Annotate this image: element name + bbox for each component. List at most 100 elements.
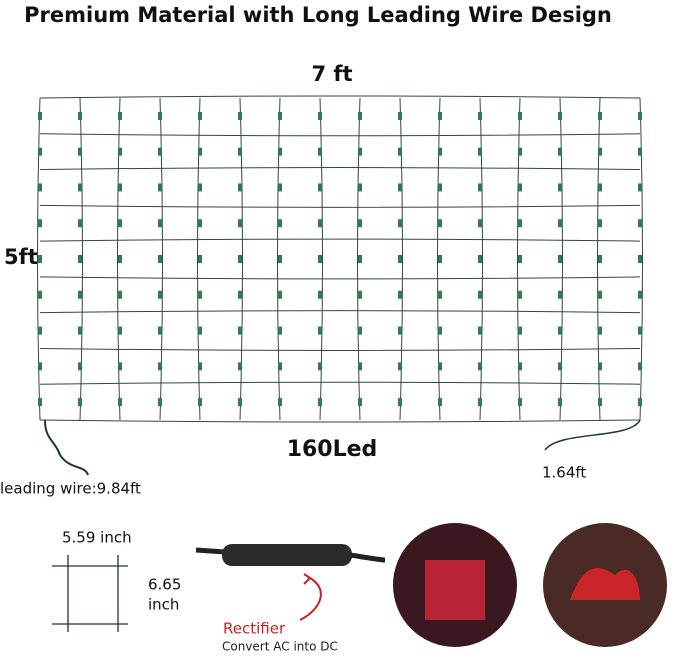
led-bulb <box>318 290 322 299</box>
led-bulb <box>558 111 562 120</box>
led-bulb <box>358 111 362 120</box>
led-bulb <box>398 255 402 263</box>
led-bulb <box>78 219 82 228</box>
led-bulb <box>398 290 402 299</box>
led-bulb <box>598 398 602 407</box>
net-wire <box>39 238 641 242</box>
led-bulb <box>478 111 482 120</box>
net-wire <box>639 97 643 421</box>
photo-camel-lights <box>570 567 640 600</box>
led-bulb <box>158 147 162 156</box>
net-wire <box>437 97 441 421</box>
led-bulb <box>238 111 242 120</box>
led-bulb <box>638 326 642 335</box>
led-bulb <box>558 398 562 407</box>
led-bulb <box>518 255 522 263</box>
net-wire <box>159 97 163 421</box>
led-bulb <box>358 398 362 407</box>
net-wire <box>239 97 243 421</box>
led-bulb <box>438 183 442 192</box>
led-bulb <box>518 219 522 228</box>
led-bulb <box>598 183 602 192</box>
net-wire <box>37 97 41 421</box>
led-bulb <box>558 362 562 371</box>
led-bulb <box>478 290 482 299</box>
led-bulb <box>638 111 642 120</box>
led-bulb <box>478 219 482 228</box>
led-bulb <box>638 255 642 263</box>
led-bulb <box>278 255 282 263</box>
led-bulb <box>78 362 82 371</box>
led-bulb <box>158 255 162 263</box>
led-bulb <box>638 183 642 192</box>
net-wire <box>197 97 201 421</box>
net-wire <box>39 276 641 280</box>
led-bulb <box>198 326 202 335</box>
led-bulb <box>118 111 122 120</box>
led-bulb <box>438 219 442 228</box>
net-wire <box>39 167 641 171</box>
net-wire <box>39 310 641 314</box>
led-bulb <box>78 290 82 299</box>
tail-label: 1.64ft <box>542 464 586 482</box>
led-bulb <box>158 219 162 228</box>
led-bulb <box>158 326 162 335</box>
led-bulb <box>558 219 562 228</box>
net-wire <box>39 95 641 99</box>
led-bulb <box>38 362 42 371</box>
led-bulb <box>158 362 162 371</box>
led-bulb <box>558 290 562 299</box>
led-bulb <box>358 326 362 335</box>
led-bulb <box>598 362 602 371</box>
led-bulb <box>358 255 362 263</box>
led-bulb <box>118 147 122 156</box>
led-bulb <box>438 111 442 120</box>
led-bulb <box>518 326 522 335</box>
net-wire <box>479 97 483 421</box>
led-bulb <box>118 290 122 299</box>
led-bulb <box>478 362 482 371</box>
led-bulb <box>238 362 242 371</box>
led-bulb <box>358 183 362 192</box>
led-bulb <box>318 255 322 263</box>
led-bulb <box>158 183 162 192</box>
led-bulb <box>318 362 322 371</box>
led-bulb <box>38 398 42 407</box>
led-bulb <box>398 183 402 192</box>
led-bulb <box>438 362 442 371</box>
led-bulb <box>38 111 42 120</box>
net-wire <box>517 97 521 421</box>
led-bulb <box>278 362 282 371</box>
led-bulb <box>318 326 322 335</box>
leading-wire <box>44 419 89 476</box>
net-wire <box>399 97 403 421</box>
led-bulb <box>358 290 362 299</box>
led-bulb <box>158 290 162 299</box>
led-bulb <box>278 398 282 407</box>
height-label: 5ft <box>4 245 38 269</box>
net-wire <box>39 381 641 385</box>
led-bulb <box>558 255 562 263</box>
net-wire <box>39 347 641 351</box>
led-bulb <box>398 111 402 120</box>
led-bulb <box>238 290 242 299</box>
led-bulb <box>198 111 202 120</box>
cell-width-label: 5.59 inch <box>62 529 132 547</box>
led-bulb <box>598 326 602 335</box>
led-bulb <box>158 398 162 407</box>
led-bulb <box>558 147 562 156</box>
led-bulb <box>438 255 442 263</box>
led-bulb <box>118 326 122 335</box>
cell-height-unit: inch <box>148 596 179 614</box>
led-bulb <box>118 255 122 263</box>
led-bulb <box>278 183 282 192</box>
led-bulb <box>238 398 242 407</box>
led-bulb <box>278 290 282 299</box>
led-label: 160Led <box>287 437 378 462</box>
led-bulb <box>478 255 482 263</box>
net-wire <box>319 97 323 421</box>
light-net <box>37 95 643 423</box>
led-bulb <box>638 147 642 156</box>
led-bulb <box>198 290 202 299</box>
